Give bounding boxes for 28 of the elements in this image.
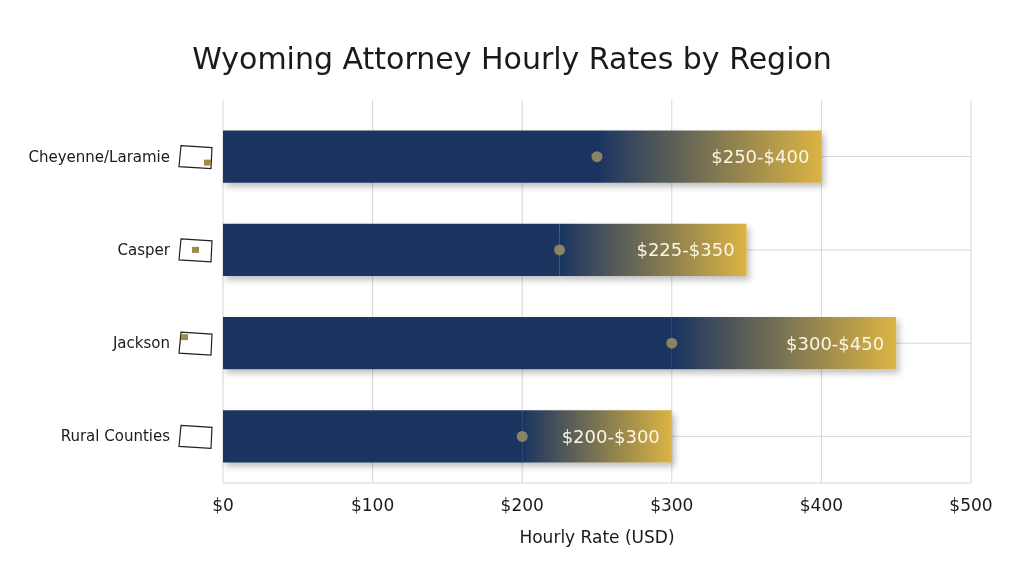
bar	[223, 130, 597, 183]
point	[666, 337, 678, 349]
bar	[223, 317, 672, 370]
bar	[522, 410, 672, 463]
y-tick-label: Jackson	[111, 334, 170, 353]
chart-title: Wyoming Attorney Hourly Rates by Region	[192, 40, 832, 76]
x-tick-label: $500	[949, 495, 993, 515]
x-tick-label: $400	[799, 495, 844, 515]
point	[516, 430, 528, 442]
point	[554, 244, 566, 256]
bar	[597, 130, 822, 183]
x-tick-label: $100	[350, 495, 395, 515]
bar	[223, 223, 560, 276]
y-tick-label: Casper	[117, 240, 171, 259]
x-tick-label: $300	[650, 495, 694, 515]
bar	[671, 317, 897, 370]
x-tick-label: $0	[212, 495, 234, 515]
data-label: $250-$400	[711, 146, 810, 168]
y-tick-label: Cheyenne/Laramie	[28, 147, 170, 166]
x-axis-title: Hourly Rate (USD)	[519, 527, 675, 547]
data-label: $225-$350	[636, 239, 735, 261]
bar	[559, 223, 747, 276]
data-label: $300-$450	[786, 332, 885, 354]
x-tick-label: $200	[500, 495, 544, 515]
bar	[223, 410, 523, 463]
data-label: $200-$300	[561, 425, 660, 447]
y-tick-label: Rural Counties	[60, 427, 171, 446]
point	[591, 151, 603, 163]
